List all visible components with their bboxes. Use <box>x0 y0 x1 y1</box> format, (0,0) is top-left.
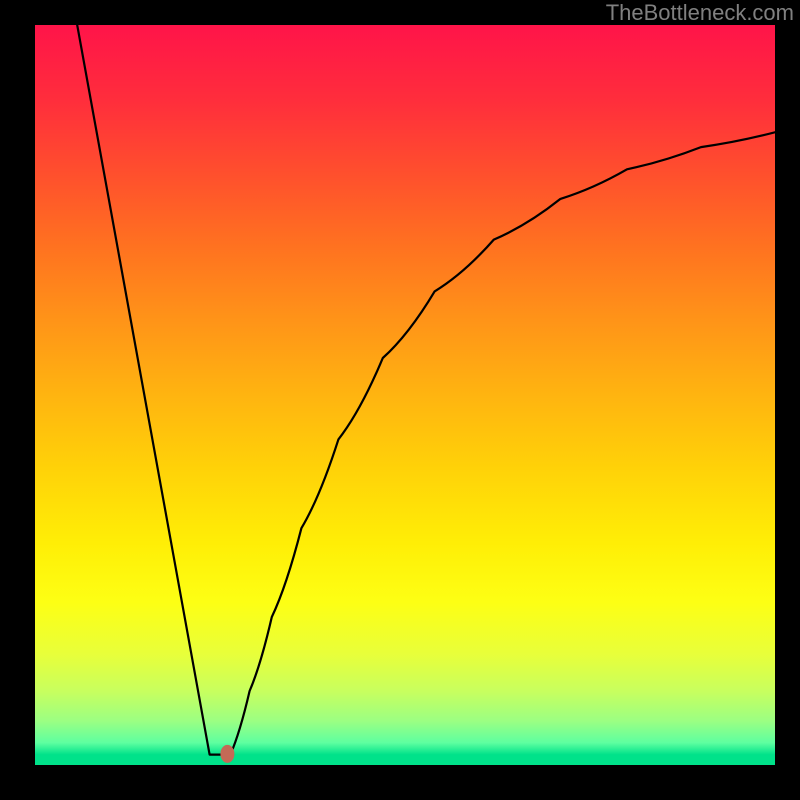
optimum-marker <box>220 745 234 763</box>
plot-svg <box>35 25 775 765</box>
chart-container: TheBottleneck.com <box>0 0 800 800</box>
gradient-background <box>35 25 775 765</box>
watermark-label: TheBottleneck.com <box>606 0 794 26</box>
plot-area <box>35 25 775 765</box>
